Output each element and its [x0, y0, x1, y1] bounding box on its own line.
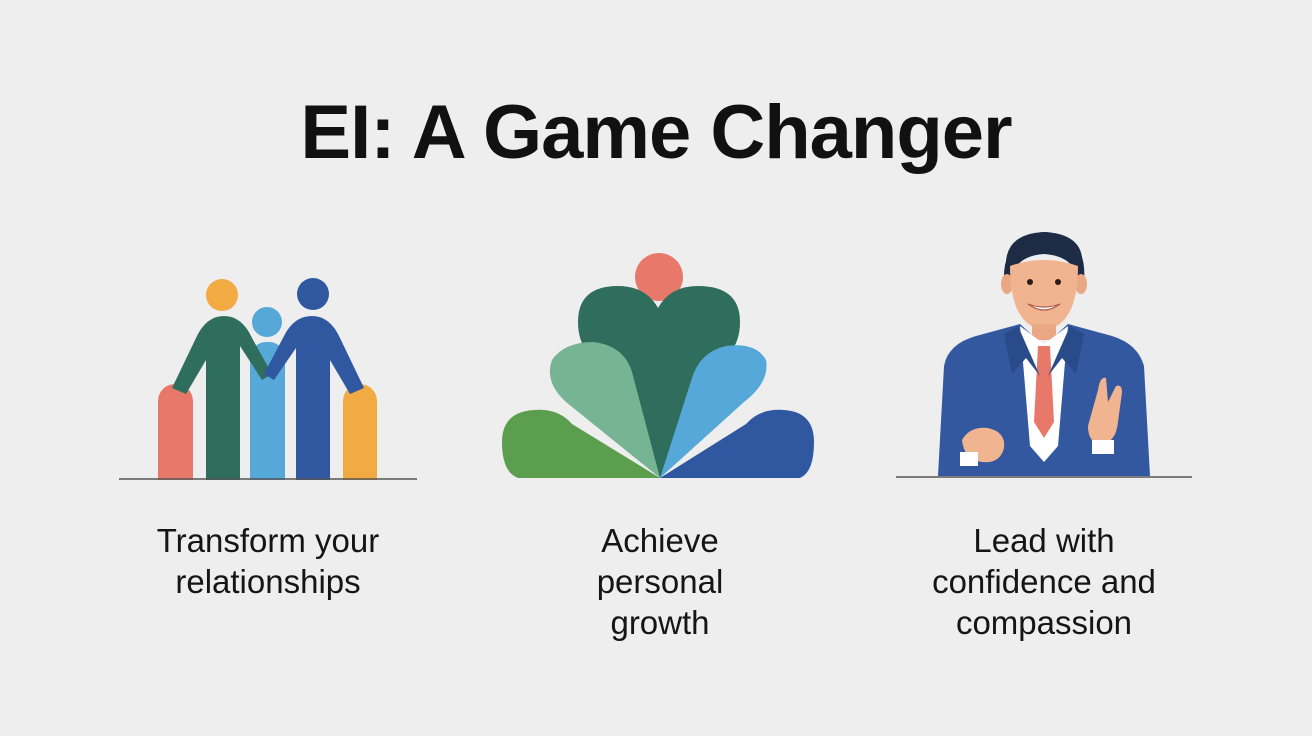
caption-line: growth: [610, 604, 710, 641]
page-title: EI: A Game Changer: [300, 90, 1012, 175]
people-group-icon: [119, 278, 417, 480]
caption-line: confidence and: [932, 563, 1156, 600]
caption-line: Lead with: [973, 522, 1115, 559]
leader-person-icon: [896, 232, 1192, 478]
caption-line: Transform your: [156, 522, 380, 559]
caption-relationships: Transform your relationships: [112, 520, 424, 602]
caption-leadership: Lead with confidence and compassion: [892, 520, 1196, 643]
caption-line: relationships: [175, 563, 361, 600]
caption-line: compassion: [955, 604, 1133, 641]
growth-bloom-icon: [502, 253, 814, 478]
caption-line: personal: [596, 563, 724, 600]
caption-line: Achieve: [601, 522, 719, 559]
caption-personal-growth: Achieve personal growth: [500, 520, 820, 643]
